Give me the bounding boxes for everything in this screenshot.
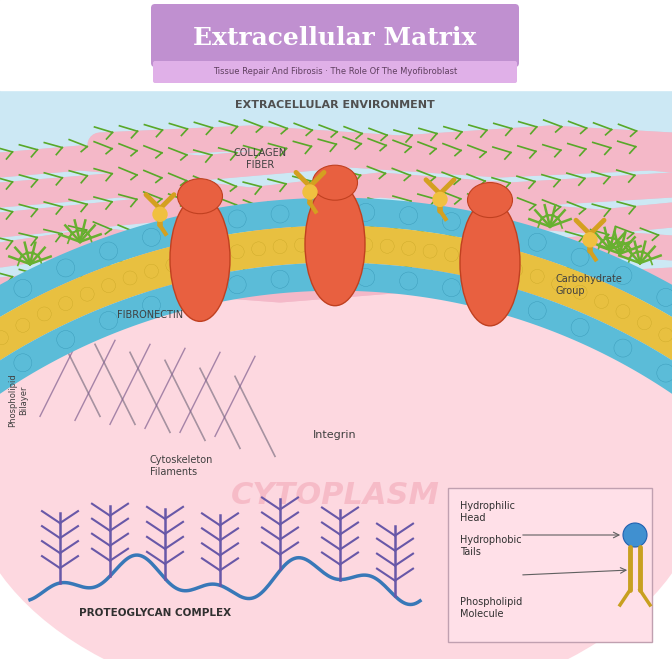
Circle shape xyxy=(0,331,9,345)
Circle shape xyxy=(185,284,204,302)
Circle shape xyxy=(400,207,417,225)
Circle shape xyxy=(571,318,589,337)
Circle shape xyxy=(99,312,118,330)
Circle shape xyxy=(357,204,375,221)
Text: COLLAGEN
FIBER: COLLAGEN FIBER xyxy=(233,148,286,169)
Circle shape xyxy=(400,272,417,290)
Circle shape xyxy=(380,239,394,253)
Circle shape xyxy=(16,318,30,332)
Ellipse shape xyxy=(312,165,358,200)
Circle shape xyxy=(657,289,672,306)
Text: Phospholipid
Molecule: Phospholipid Molecule xyxy=(460,597,522,619)
Circle shape xyxy=(101,279,116,293)
Circle shape xyxy=(616,304,630,318)
Circle shape xyxy=(123,271,137,285)
Bar xyxy=(0,0,672,90)
Circle shape xyxy=(433,192,447,206)
Circle shape xyxy=(273,240,287,254)
Circle shape xyxy=(80,287,94,301)
Circle shape xyxy=(185,217,204,236)
Circle shape xyxy=(423,244,437,258)
Circle shape xyxy=(14,279,32,297)
Circle shape xyxy=(337,237,351,251)
Circle shape xyxy=(583,233,597,247)
Circle shape xyxy=(357,268,375,287)
Circle shape xyxy=(485,289,503,306)
Circle shape xyxy=(314,268,332,286)
Bar xyxy=(0,0,672,474)
Text: Cytoskeleton
Filaments: Cytoskeleton Filaments xyxy=(150,455,214,476)
Ellipse shape xyxy=(177,179,222,214)
Circle shape xyxy=(623,523,647,547)
Circle shape xyxy=(294,238,308,252)
Circle shape xyxy=(271,205,289,223)
Circle shape xyxy=(314,203,332,221)
Circle shape xyxy=(144,264,159,278)
Polygon shape xyxy=(0,263,672,408)
FancyBboxPatch shape xyxy=(448,488,652,642)
Text: EXTRACELLULAR ENVIRONMENT: EXTRACELLULAR ENVIRONMENT xyxy=(235,100,435,110)
Text: Integrin: Integrin xyxy=(313,430,357,440)
Text: PROTEOGLYCAN COMPLEX: PROTEOGLYCAN COMPLEX xyxy=(79,608,231,618)
Text: Phospholipid
Bilayer: Phospholipid Bilayer xyxy=(8,373,28,427)
Text: CYTOPLASM: CYTOPLASM xyxy=(230,480,439,509)
Circle shape xyxy=(209,248,222,262)
Circle shape xyxy=(316,237,330,251)
Circle shape xyxy=(228,210,246,228)
Circle shape xyxy=(614,339,632,357)
Circle shape xyxy=(142,228,161,246)
Circle shape xyxy=(528,302,546,320)
Polygon shape xyxy=(0,225,672,374)
Circle shape xyxy=(56,259,75,277)
FancyBboxPatch shape xyxy=(151,4,519,67)
Circle shape xyxy=(657,364,672,382)
Circle shape xyxy=(552,277,566,291)
Circle shape xyxy=(153,208,167,221)
Circle shape xyxy=(485,221,503,239)
Ellipse shape xyxy=(460,200,520,326)
Circle shape xyxy=(402,241,415,255)
Circle shape xyxy=(509,263,523,277)
Polygon shape xyxy=(0,198,672,330)
Text: Hydrophilic
Head: Hydrophilic Head xyxy=(460,501,515,523)
Circle shape xyxy=(573,285,587,299)
Ellipse shape xyxy=(0,237,672,659)
Circle shape xyxy=(14,354,32,372)
Text: Carbohydrate
Group: Carbohydrate Group xyxy=(555,274,622,296)
Ellipse shape xyxy=(468,183,513,217)
Text: FIBRONECTIN: FIBRONECTIN xyxy=(117,310,183,320)
Ellipse shape xyxy=(170,196,230,322)
Circle shape xyxy=(444,248,458,262)
Circle shape xyxy=(442,213,460,231)
Circle shape xyxy=(614,266,632,285)
Circle shape xyxy=(251,242,265,256)
Circle shape xyxy=(659,328,672,342)
Circle shape xyxy=(142,296,161,314)
Circle shape xyxy=(528,233,546,251)
Circle shape xyxy=(637,316,651,330)
Circle shape xyxy=(99,242,118,260)
Circle shape xyxy=(37,307,51,321)
Circle shape xyxy=(58,297,73,310)
Circle shape xyxy=(595,295,609,308)
Circle shape xyxy=(359,238,373,252)
Circle shape xyxy=(228,275,246,294)
Text: Hydrophobic
Tails: Hydrophobic Tails xyxy=(460,535,521,557)
Text: Tissue Repair And Fibrosis · The Role Of The Myofibroblast: Tissue Repair And Fibrosis · The Role Of… xyxy=(213,67,457,76)
Circle shape xyxy=(530,270,544,283)
Circle shape xyxy=(303,185,317,199)
Circle shape xyxy=(230,244,244,259)
Circle shape xyxy=(442,279,460,297)
FancyBboxPatch shape xyxy=(153,61,517,83)
Circle shape xyxy=(571,248,589,266)
Circle shape xyxy=(466,252,480,266)
Circle shape xyxy=(56,331,75,349)
Text: Extracellular Matrix: Extracellular Matrix xyxy=(194,26,476,50)
Circle shape xyxy=(166,258,180,272)
Ellipse shape xyxy=(305,183,365,306)
Circle shape xyxy=(271,270,289,288)
Circle shape xyxy=(487,257,501,271)
Circle shape xyxy=(187,253,202,267)
